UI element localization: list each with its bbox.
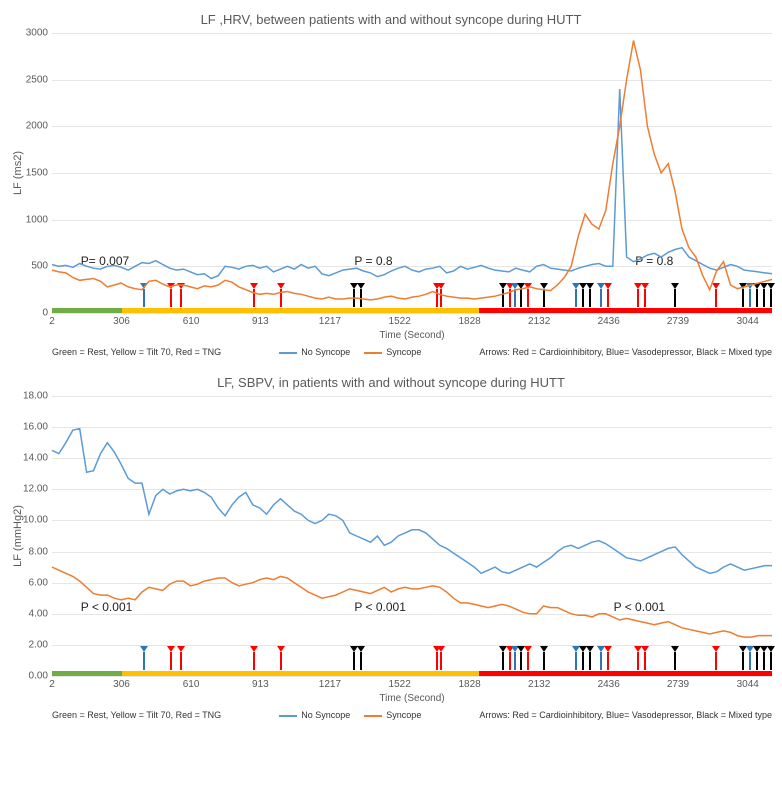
chart1-xlabel: Time (Second) <box>52 330 772 341</box>
arrows-legend-note: Arrows: Red = Cardioinhibitory, Blue= Va… <box>479 347 772 357</box>
chart1-plot: LF (ms2) 0500100015002000250030002306610… <box>52 33 772 314</box>
chart1: LF ,HRV, between patients with and witho… <box>12 12 770 357</box>
x-tick-label: 1522 <box>389 676 411 690</box>
series-no-syncope <box>52 89 772 279</box>
x-tick-label: 1828 <box>459 313 481 327</box>
x-tick-label: 1828 <box>459 676 481 690</box>
y-tick-label: 18.00 <box>23 391 52 402</box>
y-tick-label: 3000 <box>26 28 52 39</box>
series-svg <box>52 33 772 313</box>
chart1-legend: Green = Rest, Yellow = Tilt 70, Red = TN… <box>52 347 772 357</box>
y-tick-label: 500 <box>31 261 52 272</box>
y-tick-label: 2.00 <box>29 639 52 650</box>
y-tick-label: 12.00 <box>23 484 52 495</box>
series-svg <box>52 396 772 676</box>
arrows-legend-note: Arrows: Red = Cardioinhibitory, Blue= Va… <box>479 710 772 720</box>
y-tick-label: 16.00 <box>23 422 52 433</box>
x-tick-label: 913 <box>252 676 269 690</box>
y-tick-label: 6.00 <box>29 577 52 588</box>
x-tick-label: 2436 <box>598 676 620 690</box>
legend-syncope: Syncope <box>364 710 421 720</box>
x-tick-label: 2436 <box>598 313 620 327</box>
x-tick-label: 913 <box>252 313 269 327</box>
chart2: LF, SBPV, in patients with and without s… <box>12 375 770 720</box>
series-syncope <box>52 567 772 637</box>
phase-legend-note: Green = Rest, Yellow = Tilt 70, Red = TN… <box>52 710 221 720</box>
series-syncope <box>52 41 772 300</box>
x-tick-label: 1217 <box>319 676 341 690</box>
chart2-xlabel: Time (Second) <box>52 693 772 704</box>
x-tick-label: 2739 <box>667 313 689 327</box>
chart2-legend: Green = Rest, Yellow = Tilt 70, Red = TN… <box>52 710 772 720</box>
chart2-plot: LF (mmHg2) 0.002.004.006.008.0010.0012.0… <box>52 396 772 677</box>
phase-legend-note: Green = Rest, Yellow = Tilt 70, Red = TN… <box>52 347 221 357</box>
x-tick-label: 2739 <box>667 676 689 690</box>
x-tick-label: 2 <box>49 313 55 327</box>
x-tick-label: 306 <box>113 676 130 690</box>
x-tick-label: 2132 <box>528 313 550 327</box>
series-no-syncope <box>52 429 772 574</box>
legend-syncope: Syncope <box>364 347 421 357</box>
y-tick-label: 1000 <box>26 214 52 225</box>
x-tick-label: 610 <box>183 676 200 690</box>
x-tick-label: 2132 <box>528 676 550 690</box>
y-tick-label: 14.00 <box>23 453 52 464</box>
y-tick-label: 4.00 <box>29 608 52 619</box>
x-tick-label: 610 <box>183 313 200 327</box>
y-tick-label: 8.00 <box>29 546 52 557</box>
y-tick-label: 2000 <box>26 121 52 132</box>
x-tick-label: 2 <box>49 676 55 690</box>
y-tick-label: 2500 <box>26 74 52 85</box>
chart1-title: LF ,HRV, between patients with and witho… <box>12 12 770 27</box>
y-tick-label: 10.00 <box>23 515 52 526</box>
x-tick-label: 1522 <box>389 313 411 327</box>
legend-no-syncope: No Syncope <box>279 710 350 720</box>
x-tick-label: 306 <box>113 313 130 327</box>
x-tick-label: 3044 <box>737 676 759 690</box>
x-tick-label: 3044 <box>737 313 759 327</box>
legend-no-syncope: No Syncope <box>279 347 350 357</box>
chart2-title: LF, SBPV, in patients with and without s… <box>12 375 770 390</box>
y-tick-label: 1500 <box>26 168 52 179</box>
chart1-ylabel: LF (ms2) <box>12 151 24 195</box>
x-tick-label: 1217 <box>319 313 341 327</box>
